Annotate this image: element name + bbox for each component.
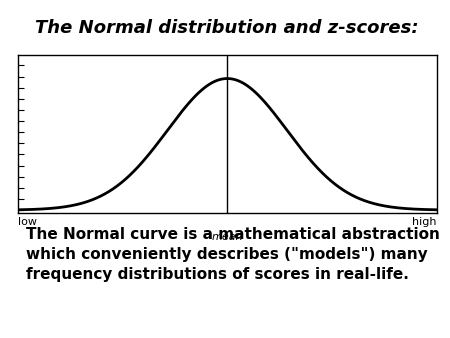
Text: The Normal distribution and z-scores:: The Normal distribution and z-scores: <box>36 19 419 38</box>
Text: low: low <box>18 217 37 227</box>
Text: mean: mean <box>212 233 243 242</box>
Text: high: high <box>412 217 436 227</box>
Text: The Normal curve is a mathematical abstraction
which conveniently describes ("mo: The Normal curve is a mathematical abstr… <box>27 227 440 282</box>
